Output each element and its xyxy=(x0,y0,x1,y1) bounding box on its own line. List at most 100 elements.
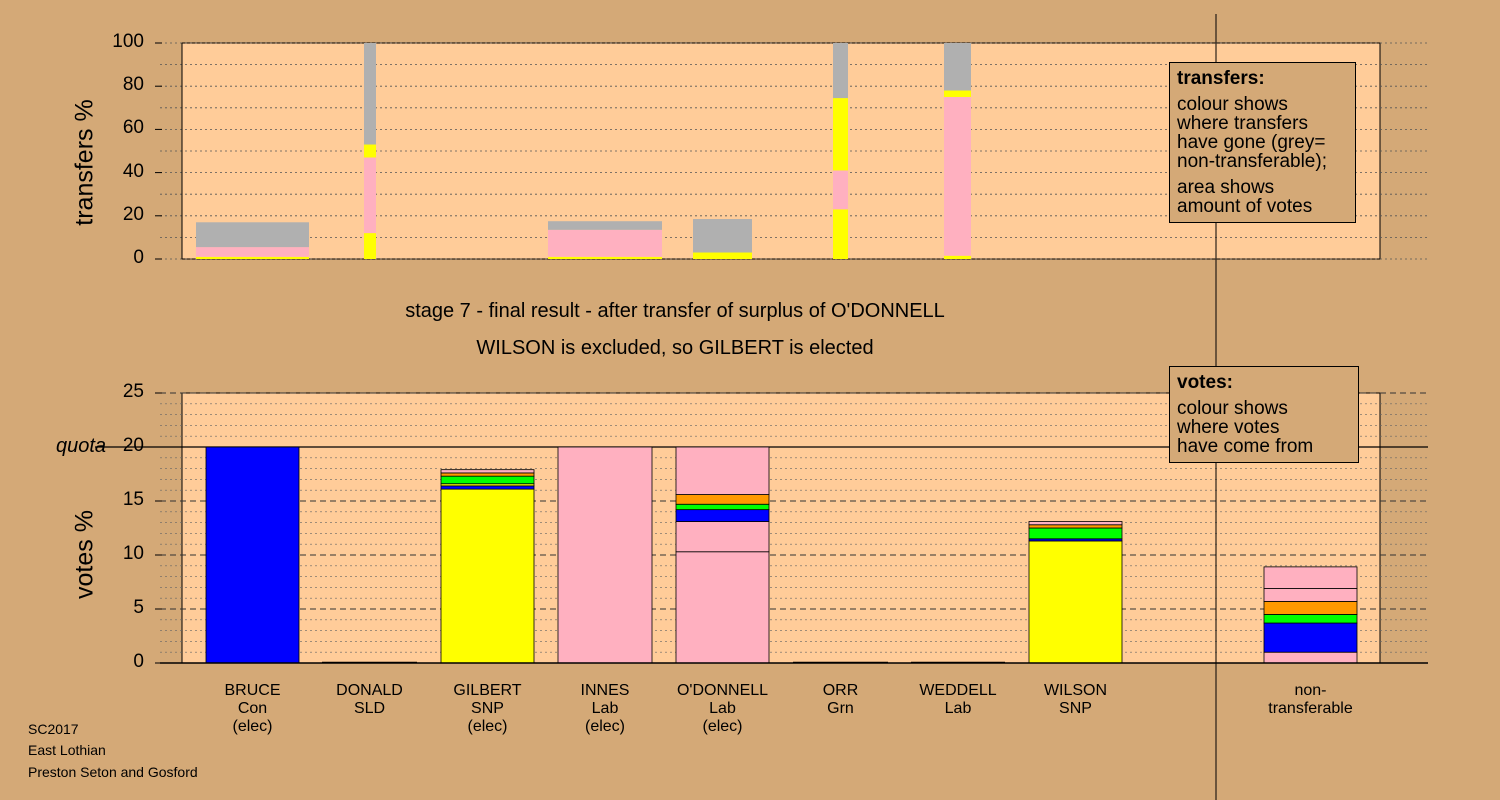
vote-segment xyxy=(440,475,535,485)
category-name: WILSON xyxy=(1043,682,1108,699)
category-name: WEDDELL xyxy=(919,682,997,699)
votes-tick-label: 10 xyxy=(122,543,144,564)
transfers-tick-label: 40 xyxy=(122,160,144,182)
category-party: Lab xyxy=(709,700,736,717)
transfer-segment xyxy=(364,157,376,234)
category-label: ORR Grn xyxy=(771,682,911,718)
transfer-segment xyxy=(364,233,376,259)
transfers-legend-title: transfers: xyxy=(1177,68,1265,89)
category-name: non- xyxy=(1294,682,1327,699)
category-label: O'DONNELL Lab (elec) xyxy=(653,682,793,736)
vote-segment xyxy=(440,472,535,477)
category-status: (elec) xyxy=(584,718,625,735)
transfer-segment xyxy=(196,222,309,248)
vote-segment xyxy=(440,488,535,664)
vote-segment xyxy=(1028,540,1123,664)
transfers-tick-label: 60 xyxy=(122,117,144,139)
votes-tick-label: 0 xyxy=(133,651,144,672)
category-name: O'DONNELL xyxy=(676,682,769,699)
transfer-segment xyxy=(833,98,848,171)
vote-segment xyxy=(1263,622,1358,653)
transfer-segment xyxy=(196,247,309,257)
vote-segment xyxy=(1263,614,1358,624)
category-party: Con xyxy=(237,700,268,717)
transfer-segment xyxy=(364,43,376,145)
result-title: WILSON is excluded, so GILBERT is electe… xyxy=(476,337,874,359)
category-party: transferable xyxy=(1268,700,1353,717)
category-label: GILBERT SNP (elec) xyxy=(418,682,558,736)
transfer-segment xyxy=(944,43,971,91)
category-label: BRUCE Con (elec) xyxy=(183,682,323,736)
votes-tick-label: 5 xyxy=(133,597,144,618)
category-label: DONALD SLD xyxy=(300,682,440,718)
vote-segment xyxy=(675,503,770,511)
transfers-legend-line: non-transferable); xyxy=(1177,151,1327,172)
transfer-segment xyxy=(693,219,752,253)
transfers-tick-label: 100 xyxy=(112,31,144,52)
vote-segment xyxy=(1028,521,1123,526)
transfer-segment xyxy=(833,170,848,210)
transfer-segment xyxy=(548,256,662,259)
category-label: non-transferable xyxy=(1241,682,1381,718)
category-name: ORR xyxy=(822,682,859,699)
vote-segment xyxy=(1263,601,1358,615)
stage-title: stage 7 - final result - after transfer … xyxy=(405,300,945,322)
category-party: Lab xyxy=(591,700,619,717)
category-label: WILSON SNP xyxy=(1006,682,1146,718)
category-party: SNP xyxy=(1059,700,1092,717)
transfer-segment xyxy=(693,252,752,259)
vote-segment xyxy=(440,469,535,474)
category-status: (elec) xyxy=(702,718,743,735)
vote-segment xyxy=(1263,588,1358,602)
vote-segment xyxy=(1028,527,1123,540)
category-name: DONALD xyxy=(336,682,403,699)
vote-segment xyxy=(675,521,770,553)
category-status: (elec) xyxy=(467,718,508,735)
transfers-legend-line: where transfers xyxy=(1177,113,1308,134)
vote-segment xyxy=(675,446,770,495)
category-name: INNES xyxy=(580,682,630,699)
vote-segment xyxy=(1263,566,1358,589)
vote-segment xyxy=(440,485,535,490)
transfer-segment xyxy=(548,229,662,257)
transfers-tick-label: 0 xyxy=(133,247,144,268)
transfer-segment xyxy=(944,97,971,256)
category-name: BRUCE xyxy=(224,682,281,699)
transfers-tick-label: 20 xyxy=(122,203,144,225)
footer-line: East Lothian xyxy=(28,742,106,758)
votes-tick-label: 20 xyxy=(122,435,144,456)
transfers-legend-line: amount of votes xyxy=(1177,196,1313,217)
transfer-segment xyxy=(833,209,848,259)
vote-segment xyxy=(675,509,770,522)
transfer-segment xyxy=(196,256,309,259)
category-status: (elec) xyxy=(232,718,273,735)
transfers-legend-line: colour shows xyxy=(1177,94,1288,115)
transfers-legend-line: area shows xyxy=(1177,177,1275,198)
votes-tick-label: 15 xyxy=(122,489,144,510)
votes-legend: votes: colour shows where votes have com… xyxy=(1169,366,1359,463)
category-label: INNES Lab (elec) xyxy=(535,682,675,736)
votes-tick-label: 25 xyxy=(122,381,144,402)
vote-segment xyxy=(1263,651,1358,664)
vote-segment xyxy=(675,551,770,664)
transfers-legend: transfers: colour shows where transfers … xyxy=(1169,62,1356,223)
transfers-tick-label: 80 xyxy=(122,74,144,96)
votes-legend-title: votes: xyxy=(1177,372,1233,393)
footer-line: SC2017 xyxy=(28,721,79,737)
votes-legend-line: where votes xyxy=(1177,417,1280,438)
quota-label: quota xyxy=(56,435,107,457)
category-party: Grn xyxy=(827,700,854,717)
transfers-legend-line: have gone (grey= xyxy=(1177,132,1326,153)
category-label: WEDDELL Lab xyxy=(888,682,1028,718)
vote-segment xyxy=(557,446,653,664)
vote-segment xyxy=(1028,524,1123,529)
footer-line: Preston Seton and Gosford xyxy=(28,764,198,780)
transfer-segment xyxy=(944,255,971,259)
transfer-segment xyxy=(364,144,376,158)
category-party: SLD xyxy=(353,700,386,717)
vote-segment xyxy=(675,494,770,505)
transfer-segment xyxy=(548,221,662,230)
votes-legend-line: colour shows xyxy=(1177,398,1288,419)
category-party: SNP xyxy=(471,700,504,717)
category-party: Lab xyxy=(944,700,972,717)
